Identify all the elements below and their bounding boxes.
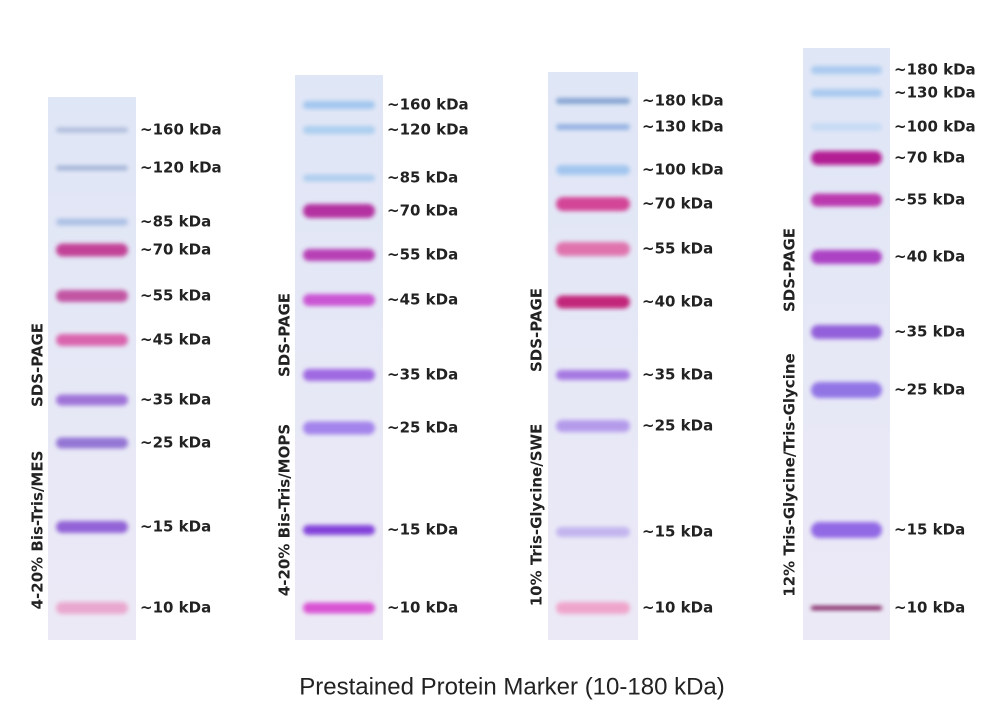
band-label: ~45 kDa [387,291,458,309]
band-label: ~180 kDa [642,92,724,110]
band [556,242,630,256]
caption: Prestained Protein Marker (10-180 kDa) [299,673,725,700]
band [556,165,630,175]
band [556,420,630,432]
band [556,602,630,614]
band [303,525,375,535]
band [811,89,882,97]
band-label: ~85 kDa [387,169,458,187]
gel-label: SDS-PAGE [781,228,799,312]
gel-label: 4-20% Bis-Tris/MOPS [276,424,294,596]
band-label: ~40 kDa [642,293,713,311]
gel-label: SDS-PAGE [528,288,546,372]
band-label: ~130 kDa [642,118,724,136]
band-label: ~10 kDa [894,599,965,617]
band [556,124,630,130]
band [303,249,375,261]
band-label: ~85 kDa [140,213,211,231]
band-label: ~10 kDa [387,599,458,617]
band-label: ~35 kDa [642,366,713,384]
band [811,325,882,339]
band [56,394,128,406]
gel [548,72,638,640]
band-label: ~100 kDa [642,161,724,179]
band [811,193,882,207]
gel-label: SDS-PAGE [29,323,47,407]
band-label: ~55 kDa [642,240,713,258]
band-label: ~15 kDa [140,518,211,536]
band-label: ~25 kDa [140,434,211,452]
band-label: ~45 kDa [140,331,211,349]
band [56,243,128,257]
band-label: ~15 kDa [642,523,713,541]
band-label: ~70 kDa [894,149,965,167]
gel-label: 10% Tris-Glycine/SWE [528,424,546,607]
band [56,521,128,533]
band [56,165,128,171]
band-label: ~120 kDa [387,121,469,139]
band [56,290,128,302]
gel-label: 4-20% Bis-Tris/MES [29,451,47,610]
band-label: ~35 kDa [387,366,458,384]
band [811,522,882,538]
band [303,126,375,134]
band-label: ~120 kDa [140,159,222,177]
band-label: ~25 kDa [894,381,965,399]
band [303,294,375,306]
band-label: ~10 kDa [140,599,211,617]
band-label: ~55 kDa [140,287,211,305]
band-label: ~55 kDa [894,191,965,209]
gel [295,75,383,640]
band [56,334,128,346]
band [56,218,128,226]
band [811,606,882,610]
band-label: ~35 kDa [140,391,211,409]
band-label: ~100 kDa [894,118,976,136]
band [303,602,375,614]
band [556,295,630,309]
band [303,369,375,381]
band-label: ~15 kDa [894,521,965,539]
band-label: ~70 kDa [140,241,211,259]
band-label: ~70 kDa [642,195,713,213]
gel [48,97,136,640]
band [303,421,375,435]
band-label: ~40 kDa [894,248,965,266]
band [56,127,128,133]
band-label: ~10 kDa [642,599,713,617]
band [556,527,630,537]
band [811,151,882,165]
band [811,123,882,131]
band [56,602,128,614]
band-label: ~180 kDa [894,61,976,79]
band-label: ~15 kDa [387,521,458,539]
band-label: ~25 kDa [642,417,713,435]
gel-label: 12% Tris-Glycine/Tris-Glycine [781,353,799,596]
band-label: ~55 kDa [387,246,458,264]
band [303,174,375,182]
gel [803,48,890,640]
band-label: ~130 kDa [894,84,976,102]
band [811,382,882,398]
band-label: ~35 kDa [894,323,965,341]
band [556,197,630,211]
band-label: ~160 kDa [140,121,222,139]
band [556,370,630,380]
band-label: ~70 kDa [387,202,458,220]
band-label: ~160 kDa [387,96,469,114]
gel-label: SDS-PAGE [276,293,294,377]
band [811,250,882,264]
band [811,66,882,74]
band [303,101,375,109]
band-label: ~25 kDa [387,419,458,437]
band [56,437,128,449]
band [303,204,375,218]
band [556,98,630,104]
